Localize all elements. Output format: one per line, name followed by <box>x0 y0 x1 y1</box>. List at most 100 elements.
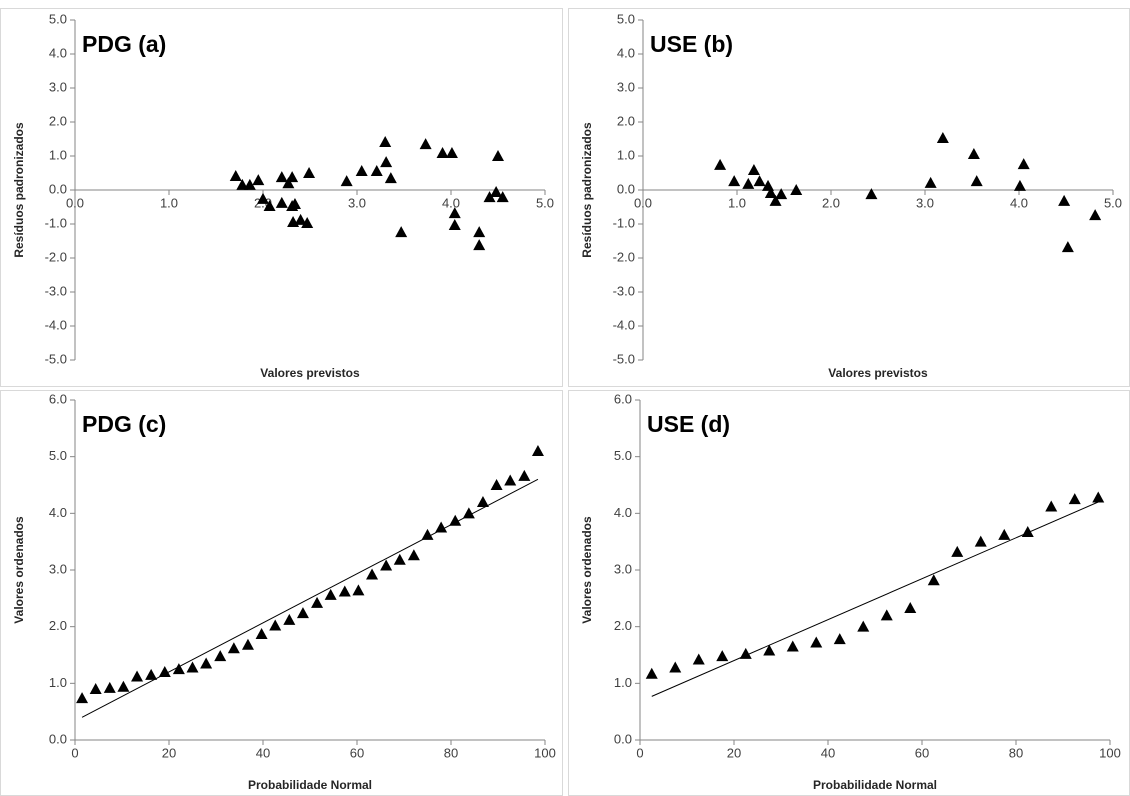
point <box>311 596 324 608</box>
x-tick-label: 0 <box>71 745 78 760</box>
y-tick-label: 0.0 <box>614 731 632 746</box>
y-tick-label: 2.0 <box>617 113 635 128</box>
point <box>324 588 337 600</box>
point <box>340 175 353 187</box>
x-tick-label: 60 <box>915 745 929 760</box>
point <box>263 199 276 211</box>
point <box>421 528 434 540</box>
y-tick-label: -3.0 <box>613 283 635 298</box>
point <box>833 633 846 645</box>
point <box>301 216 314 228</box>
y-tick-label: 0.0 <box>49 181 67 196</box>
point <box>380 559 393 571</box>
point <box>227 642 240 654</box>
point <box>186 661 199 673</box>
point <box>775 188 788 200</box>
point <box>880 609 893 621</box>
y-tick-label: 3.0 <box>49 79 67 94</box>
x-tick-label: 100 <box>1099 745 1121 760</box>
point <box>716 650 729 662</box>
y-tick-label: -1.0 <box>613 215 635 230</box>
point <box>492 150 504 161</box>
x-tick-label: 20 <box>162 745 176 760</box>
x-tick-label: 3.0 <box>348 195 366 210</box>
x-tick-label: 2.0 <box>822 195 840 210</box>
point <box>448 207 461 219</box>
panel-frame <box>568 390 1130 796</box>
y-tick-label: 1.0 <box>614 675 632 690</box>
point <box>436 146 449 158</box>
point <box>483 191 496 203</box>
point <box>145 668 158 680</box>
x-tick-label: 0.0 <box>634 195 652 210</box>
point <box>76 692 89 704</box>
x-tick-label: 60 <box>350 745 364 760</box>
y-tick-label: -1.0 <box>45 215 67 230</box>
point <box>241 638 254 650</box>
point <box>645 667 658 679</box>
y-tick-label: 2.0 <box>614 618 632 633</box>
point <box>739 647 752 659</box>
point <box>742 177 755 189</box>
point <box>275 171 288 183</box>
x-tick-label: 100 <box>534 745 556 760</box>
point <box>998 528 1011 540</box>
y-tick-label: 6.0 <box>49 391 67 406</box>
x-tick-label: 20 <box>727 745 741 760</box>
point <box>449 514 462 526</box>
annotation: USE (b) <box>650 31 733 57</box>
point <box>904 601 917 613</box>
panel-frame <box>0 8 563 387</box>
y-tick-label: -2.0 <box>613 249 635 264</box>
point <box>462 507 475 519</box>
x-tick-label: 40 <box>256 745 270 760</box>
x-tick-label: 3.0 <box>916 195 934 210</box>
x-tick-label: 0.0 <box>66 195 84 210</box>
trendline <box>651 501 1099 697</box>
point <box>1058 194 1071 206</box>
point <box>865 188 878 200</box>
point <box>303 167 316 178</box>
point <box>786 640 799 652</box>
point <box>1045 500 1058 512</box>
y-tick-label: 3.0 <box>614 561 632 576</box>
point <box>419 138 432 150</box>
point <box>294 213 307 225</box>
point <box>214 650 227 662</box>
point <box>490 186 503 198</box>
y-tick-label: 1.0 <box>49 675 67 690</box>
x-tick-label: 5.0 <box>1104 195 1122 210</box>
y-tick-label: -5.0 <box>45 351 67 366</box>
point <box>790 184 803 195</box>
x-tick-label: 5.0 <box>536 195 554 210</box>
point <box>1021 526 1034 538</box>
y-tick-label: -3.0 <box>45 283 67 298</box>
point <box>974 535 987 547</box>
y-tick-label: -4.0 <box>613 317 635 332</box>
x-axis-label: Probabilidade Normal <box>248 778 372 792</box>
point <box>117 680 130 692</box>
point <box>951 545 964 557</box>
point <box>1089 209 1102 221</box>
point <box>255 628 268 640</box>
point <box>282 177 295 189</box>
y-tick-label: 4.0 <box>49 45 67 60</box>
point <box>924 176 937 188</box>
point <box>445 146 458 158</box>
x-axis-label: Valores previstos <box>260 366 360 380</box>
point <box>172 663 185 675</box>
y-tick-label: 0.0 <box>617 181 635 196</box>
point <box>252 174 265 186</box>
point <box>1092 491 1105 503</box>
point <box>286 171 299 183</box>
annotation: PDG (a) <box>82 31 166 57</box>
point <box>1068 493 1081 505</box>
point <box>366 568 379 580</box>
point <box>753 175 766 187</box>
panel-frame <box>568 8 1130 387</box>
y-tick-label: 1.0 <box>49 147 67 162</box>
point <box>473 226 486 238</box>
point <box>384 172 397 184</box>
y-tick-label: 2.0 <box>49 618 67 633</box>
